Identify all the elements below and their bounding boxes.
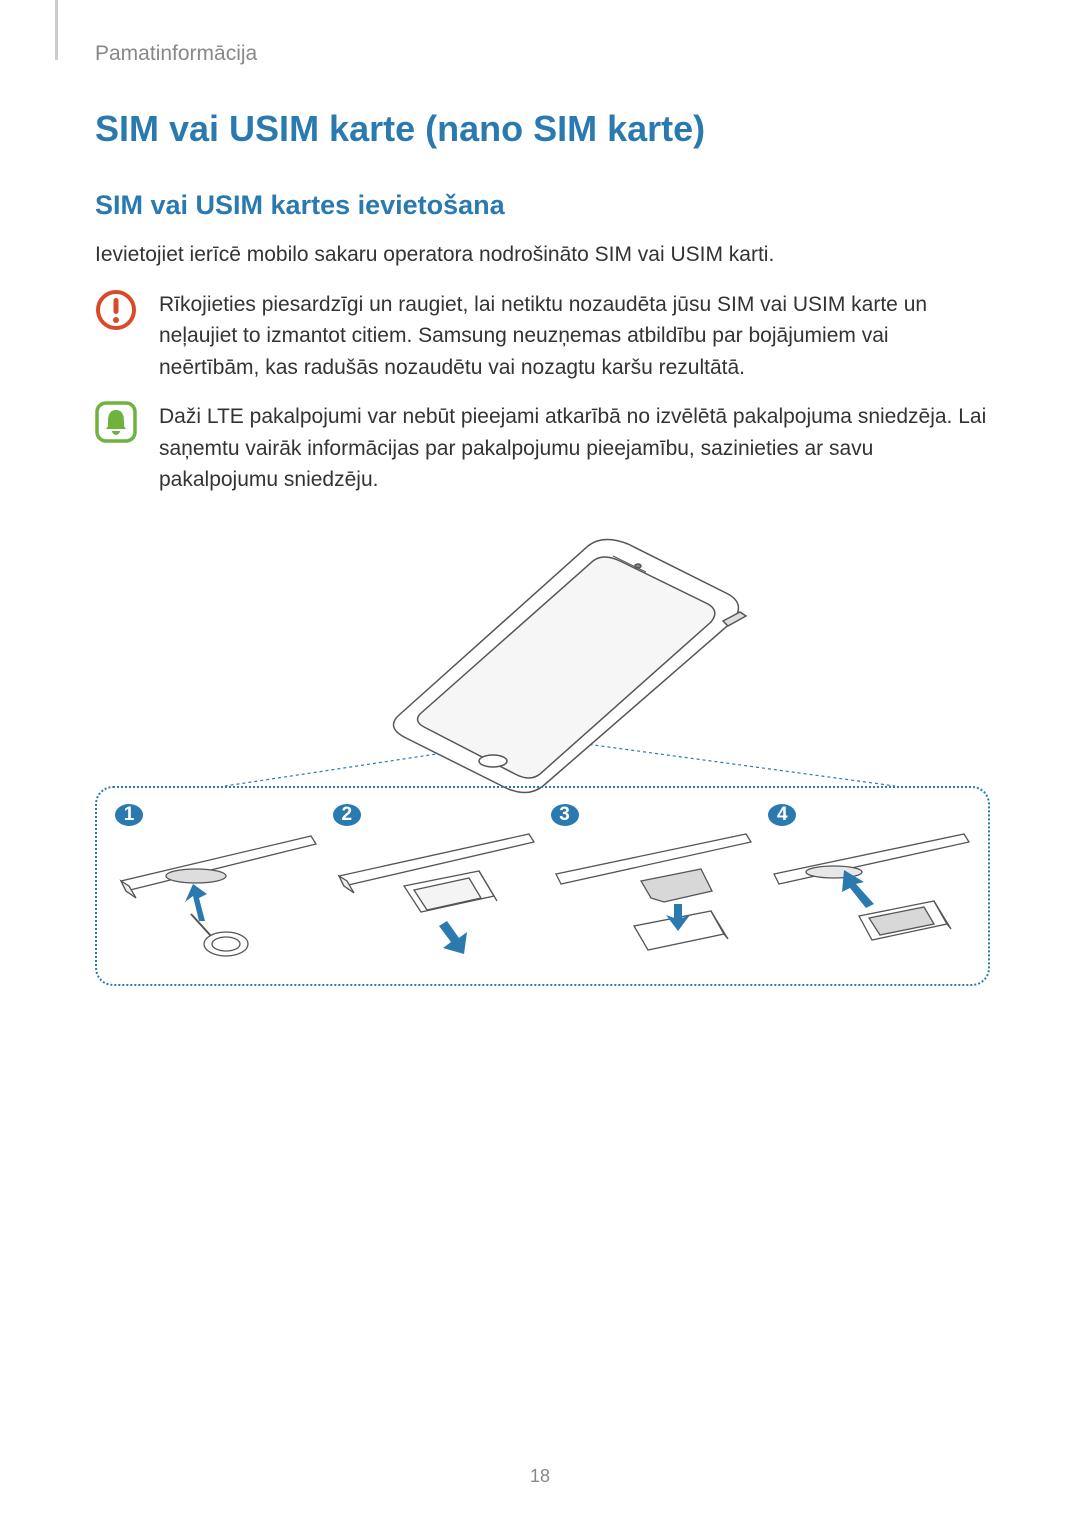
section-subtitle: SIM vai USIM kartes ievietošana xyxy=(95,190,990,221)
step-1: 1 xyxy=(107,798,325,974)
step-2-illustration xyxy=(325,826,543,976)
info-note: Daži LTE pakalpojumi var nebūt pieejami … xyxy=(95,401,990,496)
step-badge-1: 1 xyxy=(115,804,143,826)
steps-container: 1 xyxy=(95,786,990,986)
page-content: SIM vai USIM karte (nano SIM karte) SIM … xyxy=(95,108,990,996)
bell-icon xyxy=(95,401,137,443)
step-badge-3: 3 xyxy=(551,804,579,826)
step-1-illustration xyxy=(107,826,325,976)
page-number: 18 xyxy=(530,1466,550,1487)
page-edge-mark xyxy=(55,0,58,60)
phone-illustration xyxy=(328,526,758,796)
sim-diagram: 1 xyxy=(95,526,990,996)
warning-icon xyxy=(95,289,137,331)
warning-text: Rīkojieties piesardzīgi un raugiet, lai … xyxy=(159,289,990,384)
step-4-illustration xyxy=(760,826,978,976)
section-breadcrumb: Pamatinformācija xyxy=(95,42,257,66)
step-badge-2: 2 xyxy=(333,804,361,826)
step-3-illustration xyxy=(543,826,761,976)
step-2: 2 xyxy=(325,798,543,974)
step-badge-4: 4 xyxy=(768,804,796,826)
page-title: SIM vai USIM karte (nano SIM karte) xyxy=(95,108,990,150)
step-3: 3 xyxy=(543,798,761,974)
intro-paragraph: Ievietojiet ierīcē mobilo sakaru operato… xyxy=(95,239,990,271)
info-text: Daži LTE pakalpojumi var nebūt pieejami … xyxy=(159,401,990,496)
step-4: 4 xyxy=(760,798,978,974)
warning-note: Rīkojieties piesardzīgi un raugiet, lai … xyxy=(95,289,990,384)
